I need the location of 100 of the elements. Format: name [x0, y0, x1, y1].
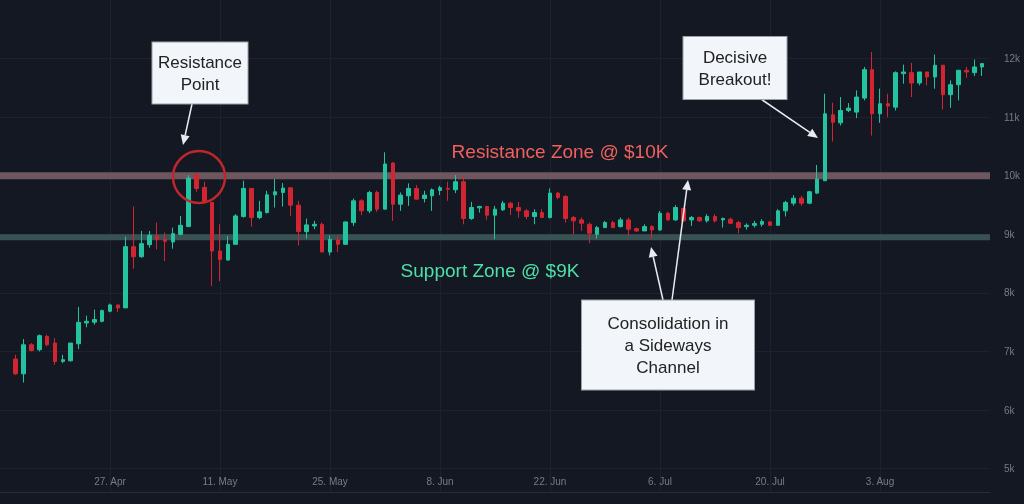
candlestick [689, 215, 694, 227]
candlestick [123, 236, 128, 309]
candlestick [45, 334, 49, 347]
candlestick [768, 220, 772, 227]
candlestick [139, 230, 144, 259]
candlestick [147, 230, 152, 249]
candlestick [84, 315, 89, 328]
candlestick [776, 208, 780, 227]
candlestick [838, 96, 843, 127]
candlestick [862, 66, 867, 101]
candlestick [186, 174, 191, 228]
x-tick-label: 22. Jun [533, 475, 567, 487]
candlestick [909, 62, 914, 98]
candlestick [799, 195, 804, 207]
candlestick [265, 190, 269, 215]
candlestick [556, 191, 560, 200]
candlestick [807, 190, 812, 205]
candlestick [603, 220, 607, 229]
candlestick [367, 190, 372, 214]
candlestick [548, 187, 552, 220]
candlestick [579, 217, 584, 232]
candlestick [281, 182, 285, 208]
candlestick [249, 187, 254, 228]
candlestick [705, 213, 709, 224]
candlestick [815, 164, 819, 195]
y-tick-label: 9k [1004, 228, 1016, 240]
candlestick [886, 93, 890, 118]
candlestick [878, 88, 882, 124]
candlestick [516, 201, 521, 219]
candlestick [713, 213, 717, 224]
candlestick [972, 59, 977, 77]
candlestick [870, 51, 874, 137]
x-tick-label: 20. Jul [755, 475, 785, 487]
candlestick [241, 180, 246, 219]
candlestick [626, 217, 631, 238]
candlestick [571, 215, 576, 235]
candlestick [100, 309, 104, 323]
candlestick [469, 201, 474, 221]
candlestick [406, 182, 411, 207]
candlestick [618, 217, 623, 229]
candlestick [461, 175, 466, 225]
candlestick [13, 354, 18, 376]
x-tick-label: 27. Apr [94, 475, 127, 487]
candlestick [155, 222, 159, 250]
candlestick [752, 220, 757, 229]
candlestick [76, 306, 81, 350]
candlestick [831, 102, 835, 143]
candlestick [493, 205, 497, 240]
candlestick [336, 235, 340, 253]
candlestick [453, 174, 458, 194]
candlestick [61, 354, 65, 364]
candlestick [116, 304, 120, 313]
candlestick [21, 338, 26, 384]
candlestick [304, 218, 309, 240]
candlestick [744, 222, 749, 231]
candlestick [131, 206, 136, 270]
candlestick [611, 220, 615, 229]
y-tick-label: 10k [1004, 170, 1022, 182]
y-tick-label: 12k [1004, 53, 1022, 65]
candlestick [697, 216, 702, 223]
y-tick-label: 11k [1004, 111, 1021, 123]
candlestick [728, 217, 733, 225]
candlestick [595, 225, 599, 240]
candlestick [210, 201, 214, 287]
candlestick [37, 333, 42, 352]
candlestick [375, 190, 379, 213]
candlestick [540, 208, 544, 219]
candlestick [288, 186, 293, 217]
annotation: Consolidation in a Sideways Channel [607, 314, 729, 377]
candlestick [783, 200, 788, 218]
candlestick [650, 224, 654, 240]
candlestick [218, 223, 222, 282]
candlestick [673, 204, 678, 222]
candlestick [666, 211, 670, 222]
candlestick [351, 198, 356, 227]
candlestick [964, 66, 969, 79]
candlestick [948, 79, 953, 109]
candlestick [941, 64, 945, 110]
candlestick [508, 201, 513, 216]
y-tick-label: 5k [1004, 463, 1016, 475]
candlestick [414, 184, 419, 201]
candlestick [257, 200, 262, 220]
candlestick [642, 223, 647, 232]
candlestick [178, 215, 183, 236]
candlestick [438, 185, 442, 196]
candlestick [343, 221, 348, 245]
candlestick [846, 102, 851, 113]
candlestick [446, 181, 450, 202]
candlestick [92, 309, 97, 326]
candlestick [320, 222, 324, 253]
candlestick [587, 222, 592, 244]
candlestick [925, 71, 929, 86]
candlestick [68, 342, 73, 362]
band-label: Support Zone @ $9K [400, 260, 580, 282]
candlestick [933, 54, 937, 90]
candlestick [893, 70, 898, 111]
candlestick [296, 200, 301, 246]
candlestick [312, 220, 317, 230]
x-tick-label: 11. May [202, 475, 238, 487]
y-tick-label: 7k [1004, 345, 1016, 357]
